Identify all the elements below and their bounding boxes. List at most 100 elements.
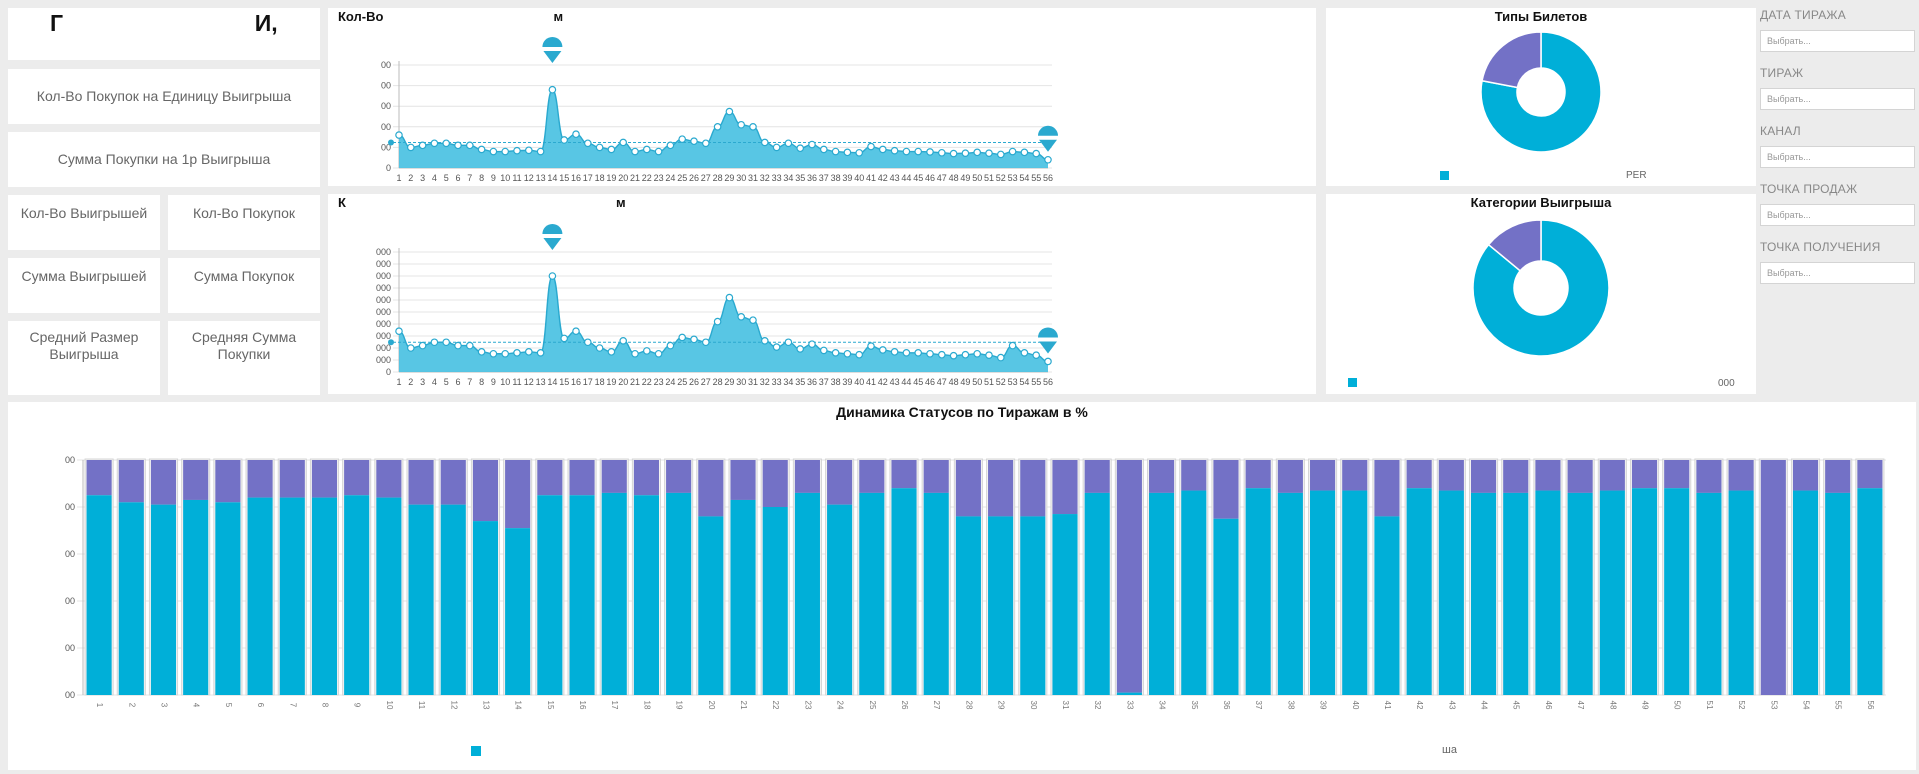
x-tick-label: 16 [571,377,581,387]
data-point [454,141,462,150]
data-point [878,346,887,354]
filter-receive-point: ТОЧКА ПОЛУЧЕНИЯ Выбрать... [1760,240,1915,284]
bar-segment-secondary [1052,460,1078,515]
x-tick-label: 39 [842,377,852,387]
data-point [973,349,982,358]
draw-select[interactable]: Выбрать... [1760,88,1915,110]
bar-segment-primary [1696,492,1722,695]
data-point [525,146,533,155]
x-tick-label: 20 [618,173,628,183]
bar-segment-primary [827,504,853,695]
data-point [985,149,993,157]
bar-segment-secondary [1020,460,1046,517]
x-tick-label: 32 [760,377,770,387]
x-tick-label: 37 [819,173,829,183]
receive-point-select[interactable]: Выбрать... [1760,262,1915,284]
bar-segment-secondary [923,460,949,493]
avg-marker [388,139,394,146]
y-tick-label: 000 [376,343,391,353]
bar-segment-secondary [1760,460,1786,695]
kpi-avg-win[interactable]: Средний Размер Выигрыша [8,321,160,395]
data-point [937,148,946,157]
kpi-avg-buy[interactable]: Средняя Сумма Покупки [168,321,320,395]
y-tick-label: 00 [381,60,391,70]
x-tick-label: 10 [385,701,394,710]
x-tick-label: 13 [536,173,546,183]
y-tick-label: 00 [65,549,75,559]
max-marker-arrow [543,238,562,250]
kpi-label: Сумма Выигрышей [21,268,147,284]
bar-segment-primary [183,499,209,695]
filter-draw: ТИРАЖ Выбрать... [1760,66,1915,110]
x-tick-label: 3 [159,703,168,708]
bar-segment-primary [1213,518,1239,695]
bar-segment-primary [376,497,402,695]
x-tick-label: 47 [1576,701,1585,710]
x-tick-label: 29 [724,173,734,183]
x-tick-label: 42 [1415,701,1424,710]
data-point [701,338,710,347]
data-point [572,327,580,336]
data-point [654,349,663,358]
x-tick-label: 43 [890,377,900,387]
x-tick-label: 19 [675,701,684,710]
x-tick-label: 56 [1043,173,1053,183]
data-point [784,139,793,148]
bar-segment-primary [1664,488,1690,695]
bar-segment-primary [698,516,724,695]
x-tick-label: 22 [642,173,652,183]
channel-select[interactable]: Выбрать... [1760,146,1915,168]
y-tick-label: 00 [381,101,391,111]
x-tick-label: 51 [984,173,994,183]
data-point [973,148,982,157]
bar-segment-secondary [279,460,305,498]
x-tick-label: 12 [449,701,458,710]
data-point [642,347,651,355]
data-point [949,351,958,360]
filters-sidebar: ДАТА ТИРАЖА Выбрать... ТИРАЖ Выбрать... … [1760,8,1915,298]
kpi-buys-count[interactable]: Кол-Во Покупок [168,195,320,250]
bar-segment-primary [1631,488,1658,695]
kpi-wins-count[interactable]: Кол-Во Выигрышей [8,195,160,250]
data-point [654,147,663,156]
bar-segment-primary [1792,490,1819,695]
legend-swatch [471,746,481,756]
bar-segment-secondary [569,460,595,496]
donut-chart-1-title: Типы Билетов [1494,9,1588,24]
bar-segment-secondary [1310,460,1336,491]
kpi-buys-sum[interactable]: Сумма Покупок [168,258,320,313]
kpi-sum-per-1r[interactable]: Сумма Покупки на 1р Выигрыша [8,132,320,187]
kpi-buys-per-win[interactable]: Кол-Во Покупок на Единицу Выигрыша [8,69,320,124]
bar-segment-secondary [1374,460,1400,517]
area-fill [399,276,1048,372]
bar-segment-primary [1181,490,1207,695]
data-point [725,107,734,116]
data-point [926,148,934,156]
x-tick-label: 45 [1512,701,1521,710]
x-tick-label: 21 [630,173,640,183]
y-tick-label: 000 [376,295,391,305]
avg-marker [388,339,394,346]
x-tick-label: 48 [949,173,959,183]
y-tick-label: 00 [65,502,75,512]
bar-segment-primary [118,502,144,695]
x-tick-label: 50 [972,377,982,387]
bar-segment-primary [215,502,241,695]
donut-chart-2-title: Категории Выигрыша [1470,195,1612,210]
kpi-wins-sum[interactable]: Сумма Выигрышей [8,258,160,313]
draw-date-select[interactable]: Выбрать... [1760,30,1915,52]
area-chart-1-title: Кол-Во м [338,9,564,24]
data-point [796,345,805,353]
x-tick-label: 6 [455,377,460,387]
bar-segment-primary [279,497,305,695]
x-tick-label: 53 [1769,701,1778,710]
x-tick-label: 54 [1019,173,1029,183]
data-point [1008,341,1017,350]
x-tick-label: 27 [701,173,711,183]
kpi-label: Средняя Сумма Покупки [191,329,297,362]
x-tick-label: 36 [807,173,817,183]
bar-segment-primary [666,492,692,695]
x-tick-label: 7 [467,377,472,387]
sale-point-select[interactable]: Выбрать... [1760,204,1915,226]
